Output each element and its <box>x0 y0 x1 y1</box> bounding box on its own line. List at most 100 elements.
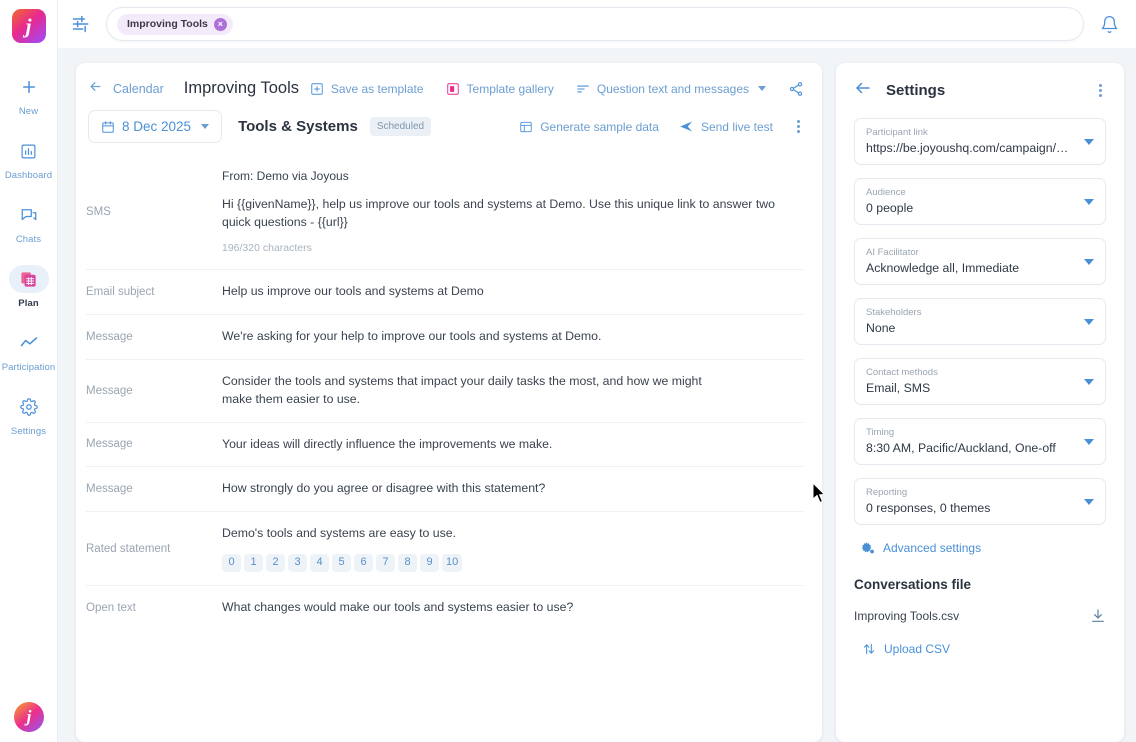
rating-option-8[interactable]: 8 <box>398 554 417 573</box>
chevron-down-icon <box>1084 258 1094 265</box>
filter-chip-label: Improving Tools <box>127 18 208 30</box>
chevron-down-icon <box>1084 378 1094 385</box>
top-bar: Improving Tools × <box>58 0 1136 48</box>
template-gallery-label: Template gallery <box>466 81 554 96</box>
sidebar-label-new: New <box>18 106 39 117</box>
field-ai-facilitator[interactable]: AI Facilitator Acknowledge all, Immediat… <box>854 238 1106 285</box>
campaign-actions: Generate sample data Send live test <box>519 118 804 135</box>
rating-option-3[interactable]: 3 <box>288 554 307 573</box>
workspace: Calendar Improving Tools Save as templat… <box>58 48 1136 742</box>
field-reporting[interactable]: Reporting 0 responses, 0 themes <box>854 478 1106 525</box>
rating-option-7[interactable]: 7 <box>376 554 395 573</box>
field-label: Participant link <box>866 127 928 138</box>
row-body: Demo's tools and systems are easy to use… <box>222 525 804 573</box>
date-value: 8 Dec 2025 <box>122 119 192 134</box>
row-body[interactable]: Help us improve our tools and systems at… <box>222 284 484 299</box>
save-as-template-button[interactable]: Save as template <box>310 82 424 96</box>
upload-csv-button[interactable]: Upload CSV <box>862 642 1106 656</box>
campaign-header: Calendar Improving Tools Save as templat… <box>76 63 822 106</box>
conversations-file-row: Improving Tools.csv <box>854 608 1106 624</box>
more-options-icon[interactable] <box>1095 82 1106 99</box>
chats-icon <box>9 201 49 229</box>
back-arrow-icon[interactable] <box>88 79 103 98</box>
avatar[interactable]: j <box>14 702 44 732</box>
sidebar-item-chats[interactable]: Chats <box>0 201 57 245</box>
sidebar-label-chats: Chats <box>15 234 42 245</box>
download-icon[interactable] <box>1090 608 1106 624</box>
rating-option-9[interactable]: 9 <box>420 554 439 573</box>
rating-option-5[interactable]: 5 <box>332 554 351 573</box>
left-nav-rail: j New Dashboard Chats <box>0 0 58 742</box>
rating-scale: 0 1 2 3 4 5 6 7 8 9 10 <box>222 554 794 573</box>
share-icon[interactable] <box>788 81 804 97</box>
row-sms: SMS From: Demo via Joyous Hi {{givenName… <box>86 155 804 269</box>
row-rated-statement: Rated statement Demo's tools and systems… <box>86 511 804 585</box>
filter-chip[interactable]: Improving Tools × <box>117 13 233 35</box>
field-audience[interactable]: Audience 0 people <box>854 178 1106 225</box>
field-stakeholders[interactable]: Stakeholders None <box>854 298 1106 345</box>
field-value: 0 responses, 0 themes <box>866 501 991 515</box>
settings-header: Settings <box>854 79 1106 102</box>
field-label: Stakeholders <box>866 307 922 318</box>
sms-text[interactable]: Hi {{givenName}}, help us improve our to… <box>222 197 775 230</box>
message-rows: SMS From: Demo via Joyous Hi {{givenName… <box>76 155 822 630</box>
row-body[interactable]: How strongly do you agree or disagree wi… <box>222 481 546 496</box>
campaign-title: Tools & Systems <box>238 118 358 135</box>
field-participant-link[interactable]: Participant link https://be.joyoushq.com… <box>854 118 1106 165</box>
app-logo[interactable]: j <box>11 9 46 43</box>
advanced-settings-label: Advanced settings <box>883 541 982 555</box>
row-body: From: Demo via Joyous Hi {{givenName}}, … <box>222 168 804 256</box>
generate-sample-data-label: Generate sample data <box>540 119 659 134</box>
settings-panel: Settings Participant link https://be.joy… <box>836 63 1124 742</box>
search-input[interactable]: Improving Tools × <box>106 7 1084 41</box>
rated-statement-text[interactable]: Demo's tools and systems are easy to use… <box>222 526 457 541</box>
row-body[interactable]: We're asking for your help to improve ou… <box>222 329 602 344</box>
field-label: Contact methods <box>866 367 938 378</box>
rating-option-0[interactable]: 0 <box>222 554 241 573</box>
row-body[interactable]: Your ideas will directly influence the i… <box>222 436 553 451</box>
more-options-icon[interactable] <box>793 118 804 135</box>
row-body[interactable]: Consider the tools and systems that impa… <box>222 373 702 406</box>
chevron-down-icon <box>1084 498 1094 505</box>
field-contact-methods[interactable]: Contact methods Email, SMS <box>854 358 1106 405</box>
back-arrow-icon[interactable] <box>854 79 872 102</box>
advanced-settings-button[interactable]: Advanced settings <box>861 541 1106 555</box>
row-message-3: Message Your ideas will directly influen… <box>86 421 804 467</box>
sidebar-item-settings[interactable]: Settings <box>0 393 57 437</box>
template-gallery-button[interactable]: Template gallery <box>446 82 554 96</box>
send-live-test-button[interactable]: Send live test <box>679 119 773 134</box>
breadcrumb[interactable]: Calendar <box>113 81 164 96</box>
sidebar-item-new[interactable]: New <box>0 73 57 117</box>
row-label: Message <box>86 483 133 496</box>
conversations-file-title: Conversations file <box>854 577 972 592</box>
field-value: 8:30 AM, Pacific/Auckland, One-off <box>866 441 1056 455</box>
filter-sliders-icon[interactable] <box>68 11 94 37</box>
row-message-2: Message Consider the tools and systems t… <box>86 358 804 422</box>
chevron-down-icon <box>1084 138 1094 145</box>
date-picker[interactable]: 8 Dec 2025 <box>88 110 223 143</box>
sidebar-item-dashboard[interactable]: Dashboard <box>0 137 57 181</box>
sidebar-item-participation[interactable]: Participation <box>0 329 57 373</box>
generate-sample-data-button[interactable]: Generate sample data <box>519 120 659 134</box>
advanced-gear-icon <box>861 542 874 554</box>
participation-icon <box>9 329 49 357</box>
rating-option-10[interactable]: 10 <box>442 554 463 573</box>
field-timing[interactable]: Timing 8:30 AM, Pacific/Auckland, One-of… <box>854 418 1106 465</box>
save-as-template-label: Save as template <box>330 81 424 96</box>
settings-gear-icon <box>9 393 49 421</box>
rating-option-1[interactable]: 1 <box>244 554 263 573</box>
sms-char-count: 196/320 characters <box>222 242 312 255</box>
sidebar-label-settings: Settings <box>10 426 47 437</box>
rating-option-4[interactable]: 4 <box>310 554 329 573</box>
settings-title: Settings <box>886 82 946 99</box>
campaign-subheader: 8 Dec 2025 Tools & Systems Scheduled Gen… <box>76 106 822 155</box>
close-icon[interactable]: × <box>213 17 227 31</box>
question-text-dropdown[interactable]: Question text and messages <box>576 82 766 96</box>
rating-option-6[interactable]: 6 <box>354 554 373 573</box>
main-area: Improving Tools × Calendar Improving Too… <box>58 0 1136 742</box>
rating-option-2[interactable]: 2 <box>266 554 285 573</box>
notification-bell-icon[interactable] <box>1096 11 1122 37</box>
sidebar-item-plan[interactable]: Plan <box>0 265 57 309</box>
row-body[interactable]: What changes would make our tools and sy… <box>222 600 574 615</box>
